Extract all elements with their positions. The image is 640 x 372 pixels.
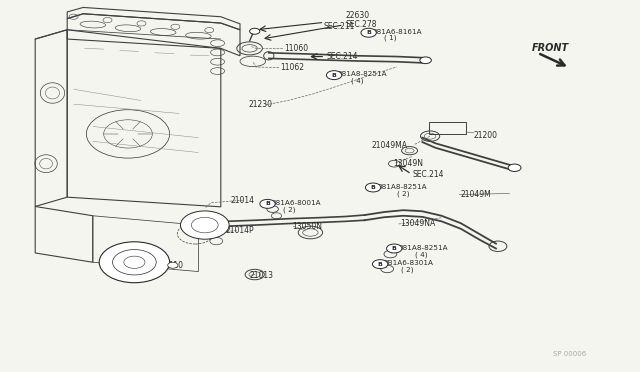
Text: 21014: 21014 — [230, 196, 254, 205]
Text: FRONT: FRONT — [532, 44, 569, 53]
Text: B: B — [265, 201, 270, 206]
Text: 081A6-8161A: 081A6-8161A — [372, 29, 422, 35]
Text: 081A6-8001A: 081A6-8001A — [271, 201, 321, 206]
Circle shape — [124, 256, 145, 269]
Text: 21010: 21010 — [160, 262, 184, 270]
Text: 21049M: 21049M — [461, 190, 492, 199]
Text: 13049NA: 13049NA — [401, 219, 436, 228]
Text: 11062: 11062 — [280, 63, 305, 72]
Text: B: B — [392, 246, 397, 251]
Circle shape — [372, 260, 388, 269]
Text: SEC.278: SEC.278 — [346, 20, 377, 29]
Text: ( 4): ( 4) — [415, 251, 428, 258]
Circle shape — [420, 57, 431, 64]
Circle shape — [99, 242, 170, 283]
Text: ( 1): ( 1) — [384, 35, 397, 41]
Text: 21013: 21013 — [250, 271, 274, 280]
Text: SEC.214: SEC.214 — [413, 170, 444, 179]
Text: 11060: 11060 — [284, 44, 308, 53]
Circle shape — [180, 211, 229, 239]
Text: ( 2): ( 2) — [283, 207, 296, 214]
Text: 22630: 22630 — [346, 12, 370, 20]
Circle shape — [361, 28, 376, 37]
Text: ( 4): ( 4) — [351, 78, 364, 84]
Text: 13049N: 13049N — [394, 159, 424, 168]
Text: SEC.214: SEC.214 — [326, 52, 358, 61]
Circle shape — [508, 164, 521, 171]
Text: ( 2): ( 2) — [397, 190, 410, 197]
Text: 21049MA: 21049MA — [371, 141, 407, 150]
Text: SEC.211: SEC.211 — [323, 22, 355, 31]
Circle shape — [250, 28, 260, 34]
Text: 21230: 21230 — [248, 100, 273, 109]
Text: B: B — [371, 185, 376, 190]
Text: B: B — [332, 73, 337, 78]
Text: 13050N: 13050N — [292, 222, 322, 231]
Text: 081A8-8251A: 081A8-8251A — [398, 245, 448, 251]
Text: B: B — [366, 30, 371, 35]
Circle shape — [260, 199, 275, 208]
Text: B: B — [378, 262, 383, 267]
Circle shape — [365, 183, 381, 192]
Circle shape — [168, 262, 178, 268]
Text: 21200: 21200 — [474, 131, 498, 140]
Text: 081A8-8251A: 081A8-8251A — [378, 184, 428, 190]
Text: 081A8-8251A: 081A8-8251A — [338, 71, 388, 77]
Text: 21014P: 21014P — [225, 226, 254, 235]
Circle shape — [387, 244, 402, 253]
Circle shape — [326, 71, 342, 80]
Text: SP 00006: SP 00006 — [553, 351, 586, 357]
Circle shape — [113, 250, 156, 275]
Text: 0B1A6-8301A: 0B1A6-8301A — [384, 260, 434, 266]
Text: ( 2): ( 2) — [401, 266, 413, 273]
Circle shape — [191, 217, 218, 233]
